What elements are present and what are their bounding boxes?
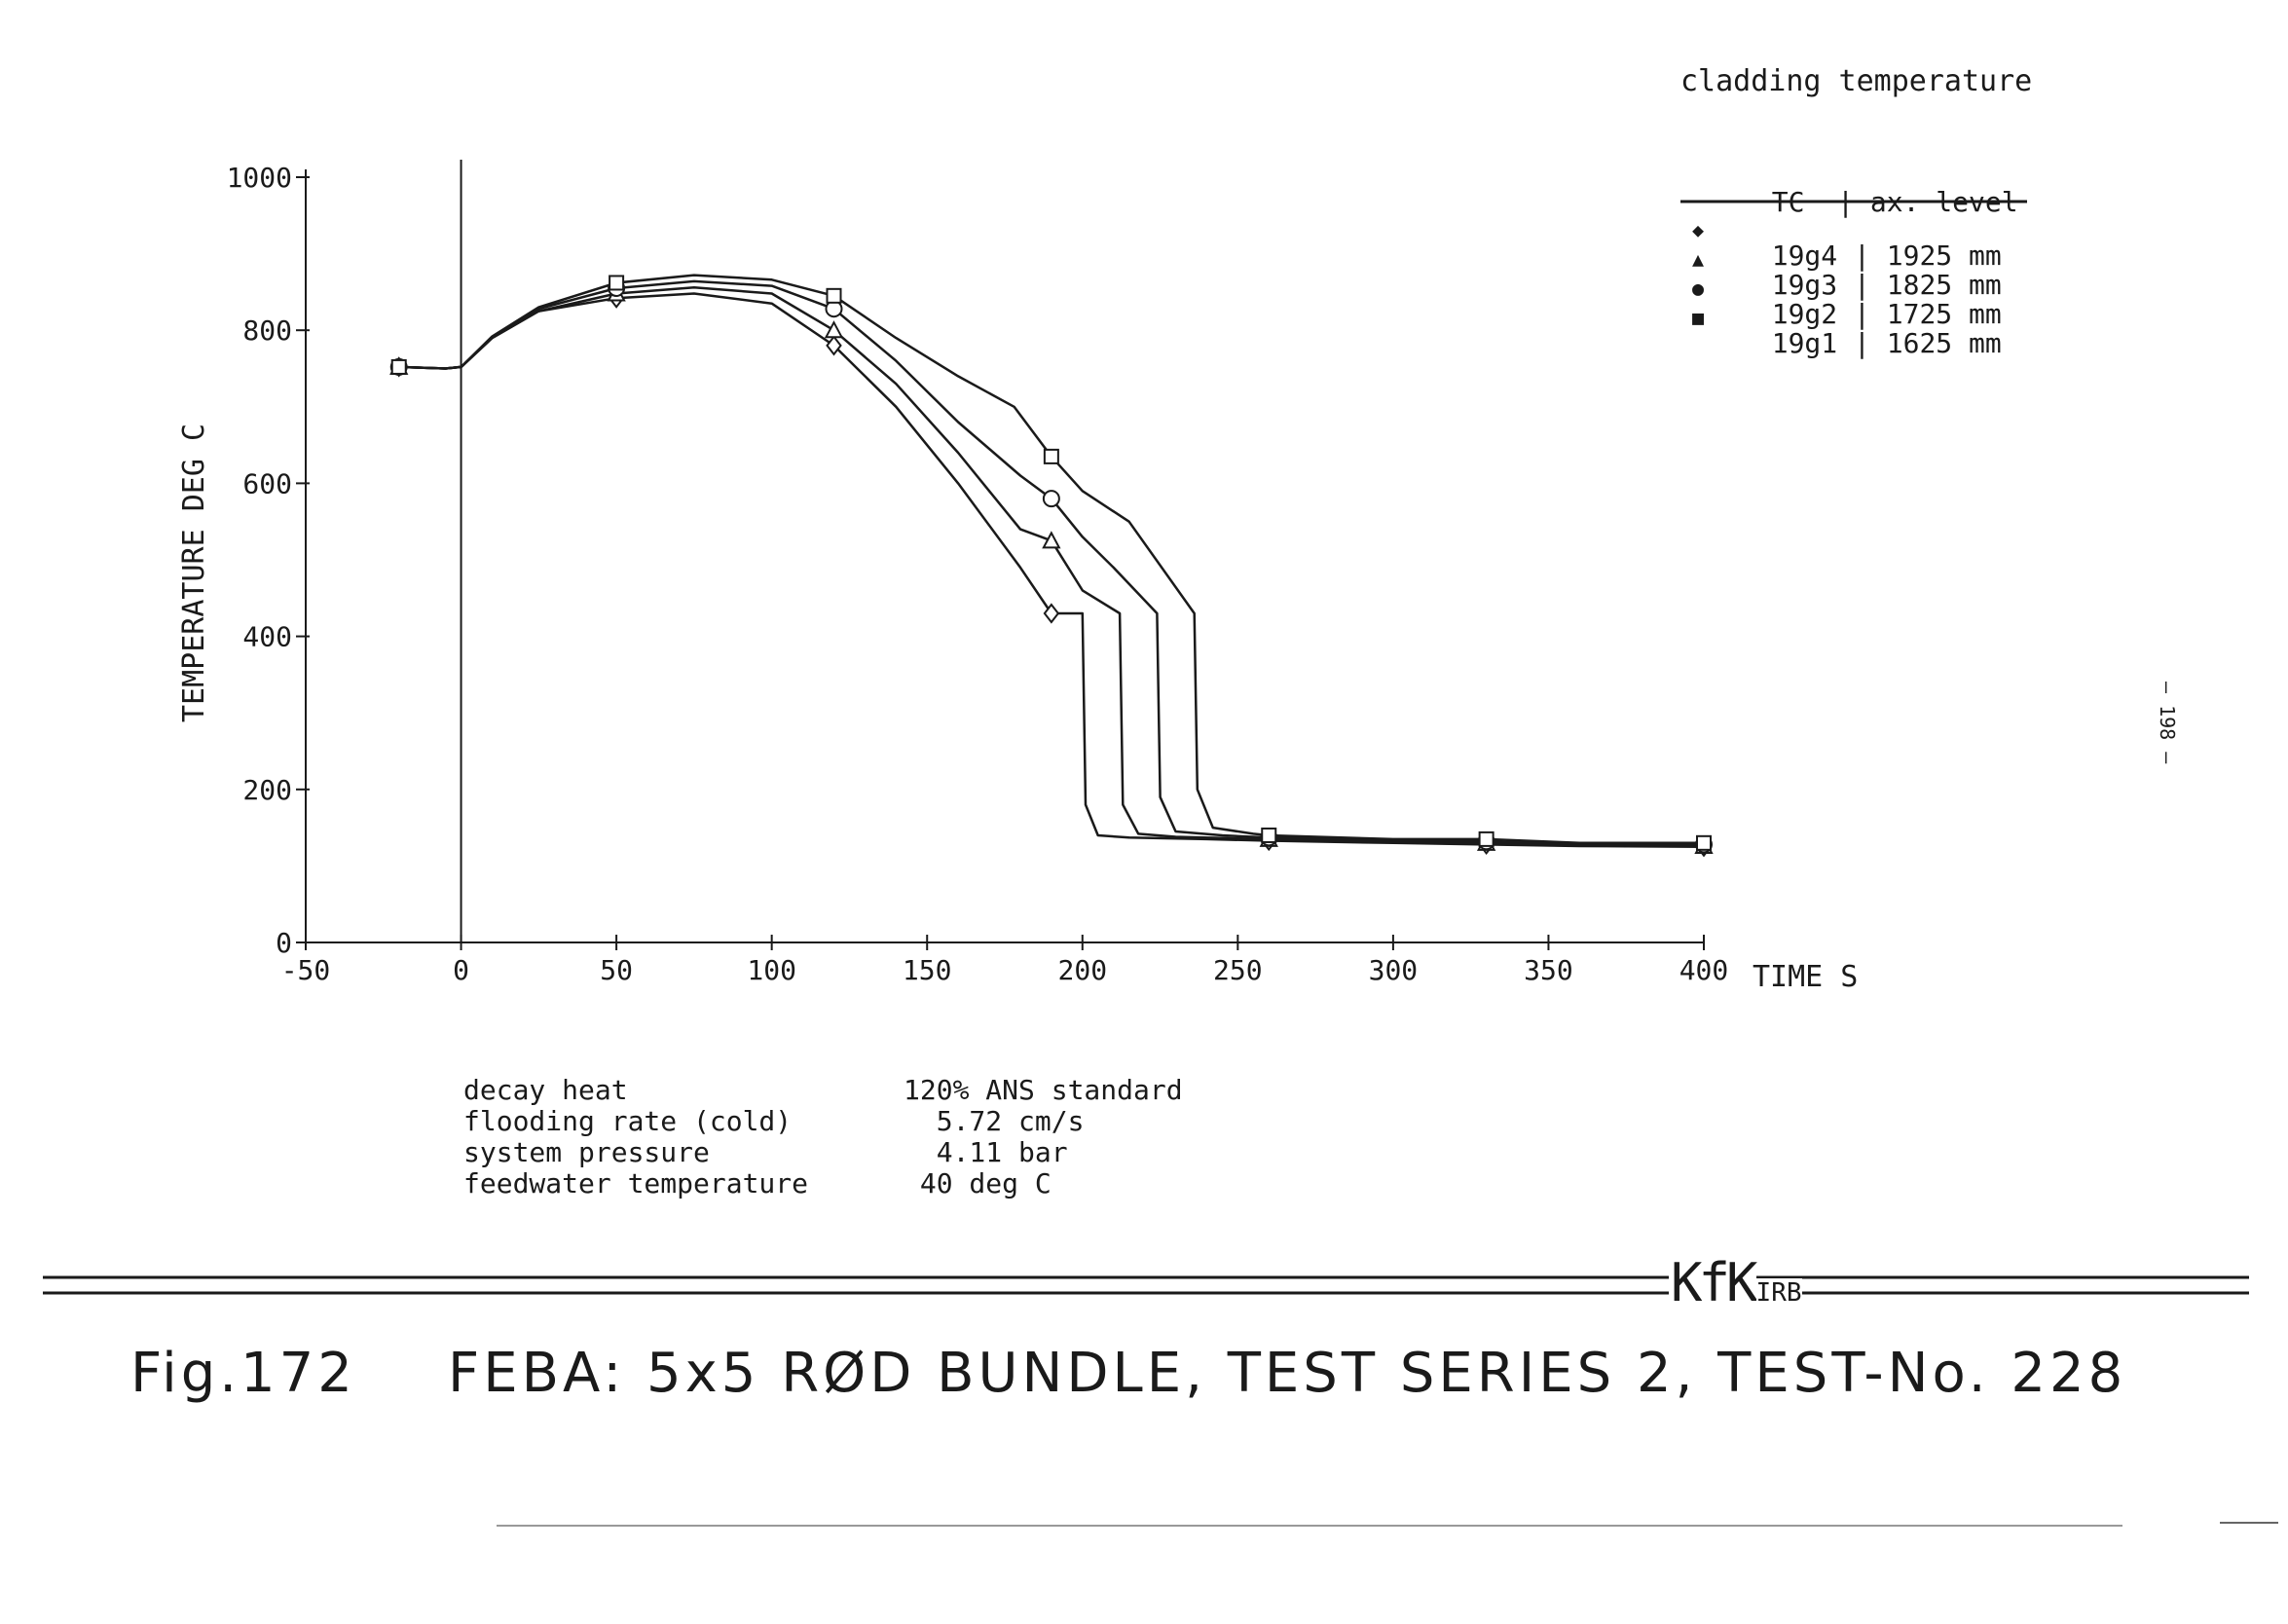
series-marker (390, 358, 407, 375)
series-line-19g3 (398, 285, 1705, 848)
param-label: system pressure (463, 1136, 710, 1168)
legend-item: 19g2 | 1725 mm (1771, 298, 2002, 330)
x-tick-label: 150 (903, 954, 952, 986)
series-line-19g4 (398, 292, 1705, 849)
x-tick-label: 0 (453, 954, 469, 986)
series-line-19g2 (398, 279, 1704, 846)
series-marker (1261, 827, 1277, 843)
x-tick-label: 300 (1369, 954, 1419, 986)
x-tick-label: 100 (747, 954, 796, 986)
legend-item-level: 1725 mm (1886, 298, 2002, 330)
y-tick-label: 200 (242, 774, 292, 806)
param-value: 5.72 cm/s (904, 1105, 1085, 1137)
param-label: feedwater temperature (463, 1167, 809, 1200)
kfk-logo-sub: IRB (1755, 1278, 1802, 1308)
series-marker (1696, 834, 1712, 851)
triangle-marker-icon: ▲ (1692, 247, 1705, 271)
param-value: 120% ANS standard (904, 1074, 1183, 1106)
square-marker-icon: ■ (1692, 306, 1705, 329)
legend-header-tc: TC (1771, 186, 1805, 218)
param-value: 40 deg C (904, 1167, 1052, 1200)
page-rules (43, 200, 2278, 1527)
legend-title: cladding temperature (1680, 64, 2033, 98)
figure-number: Fig.172 (130, 1342, 356, 1405)
diamond-marker-icon: ◆ (1692, 218, 1705, 241)
page-number: — 198 — (2156, 682, 2179, 764)
series-marker (826, 335, 842, 356)
series-marker (1043, 448, 1059, 464)
series-marker (1478, 830, 1495, 847)
y-tick-label: 800 (242, 314, 292, 347)
legend-item-level: 1925 mm (1886, 240, 2002, 272)
legend-item-name: 19g1 (1771, 327, 1838, 359)
x-tick-label: 200 (1057, 954, 1107, 986)
figure-caption: FEBA: 5x5 RØD BUNDLE, TEST SERIES 2, TES… (448, 1342, 2127, 1405)
chart-axes: -50 0 50 100 150 200 250 300 350 4000200400600800… (227, 160, 1729, 986)
x-tick-label: 50 (600, 954, 633, 986)
series-marker (609, 275, 625, 291)
legend-header: TC | ax. level (1739, 154, 2018, 218)
param-label: flooding rate (cold) (463, 1105, 793, 1137)
y-tick-label: 600 (242, 467, 292, 499)
series-marker (1042, 531, 1061, 549)
x-axis-title: TIME S (1753, 960, 1859, 994)
x-tick-label: 350 (1524, 954, 1573, 986)
legend-header-level: ax. level (1869, 186, 2018, 218)
series-marker (824, 320, 844, 339)
series-line-19g1 (398, 274, 1704, 845)
param-label: decay heat (463, 1074, 628, 1106)
legend-item-name: 19g4 (1771, 240, 1838, 272)
y-axis-title: TEMPERATURE DEG C (177, 423, 211, 722)
chart-series (389, 274, 1714, 858)
series-marker (826, 287, 842, 304)
legend-item-level: 1825 mm (1886, 269, 2002, 301)
y-tick-label: 400 (242, 621, 292, 653)
kfk-logo: KfKIRB (1669, 1252, 1802, 1313)
circle-marker-icon: ● (1692, 277, 1705, 300)
param-value: 4.11 bar (904, 1136, 1068, 1168)
kfk-logo-mark: KfK (1669, 1252, 1758, 1313)
y-tick-label: 0 (276, 927, 292, 959)
y-tick-label: 1000 (227, 162, 292, 194)
legend-item: 19g1 | 1625 mm (1771, 327, 2002, 359)
legend-item-name: 19g2 (1771, 298, 1838, 330)
x-tick-label: 400 (1679, 954, 1729, 986)
legend-item-name: 19g3 (1771, 269, 1838, 301)
legend-item: 19g3 | 1825 mm (1771, 269, 2002, 301)
legend-item-level: 1625 mm (1886, 327, 2002, 359)
legend-header-sep: | (1804, 186, 1870, 218)
x-tick-label: -50 (281, 954, 331, 986)
series-marker (1042, 490, 1060, 508)
legend-item: 19g4 | 1925 mm (1771, 240, 2002, 272)
x-tick-label: 250 (1213, 954, 1263, 986)
series-marker (1043, 603, 1060, 624)
